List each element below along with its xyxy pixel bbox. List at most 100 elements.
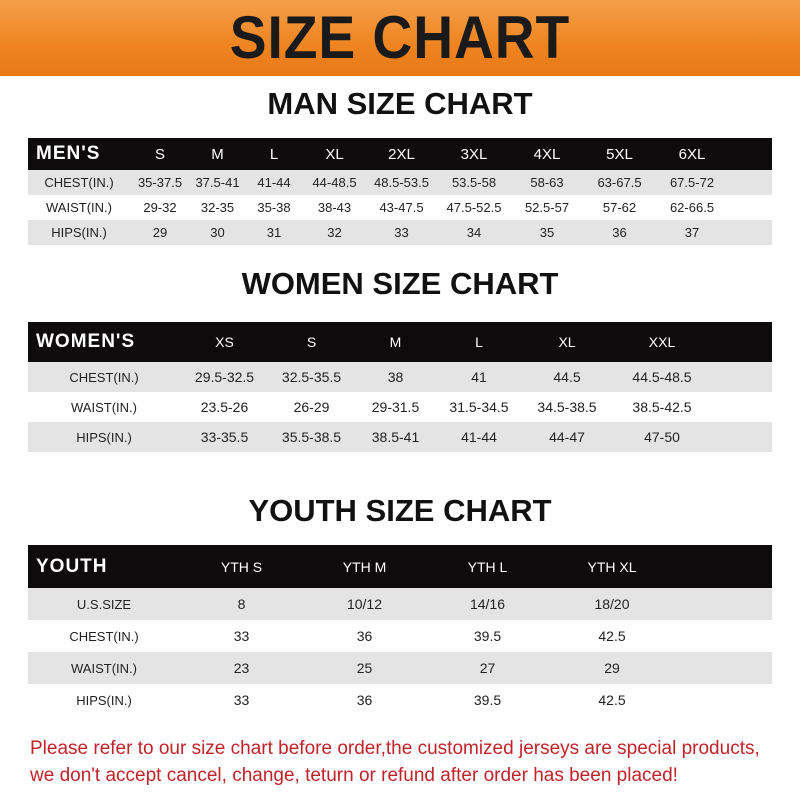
table-cell: 29.5-32.5	[194, 369, 255, 385]
table-cell: 44.5-48.5	[632, 369, 692, 385]
table-cell: 38-43	[317, 200, 352, 215]
table-row: CHEST(IN.) 35-37.5 37.5-41 41-44 44-48.5 48.5…	[28, 170, 772, 195]
table-cell: 43-47.5	[379, 200, 424, 215]
row-label: HIPS(IN.)	[76, 429, 132, 445]
table-cell: 38.5-41	[371, 429, 420, 445]
table-cell: 27	[479, 660, 496, 676]
youth-size-table: YOUTH YTH S YTH M YTH L YTH XL U.S.SIZE 8 10/12…	[28, 545, 772, 716]
table-cell: 58-63	[530, 175, 564, 190]
table-cell: XL	[558, 334, 576, 350]
table-row: HIPS(IN.) 29 30 31 32 33 34 35 36 37	[28, 220, 772, 245]
table-cell: S	[154, 145, 165, 163]
men-chart-title: MAN SIZE CHART	[267, 86, 533, 121]
table-cell: 38	[387, 369, 404, 385]
table-cell: 36	[356, 692, 373, 708]
table-row: CHEST(IN.) 33 36 39.5 42.5	[28, 620, 772, 652]
table-row: HIPS(IN.) 33 36 39.5 42.5	[28, 684, 772, 716]
table-cell: 30	[210, 225, 225, 240]
table-cell: 34.5-38.5	[537, 399, 597, 415]
row-label: WAIST(IN.)	[46, 200, 112, 215]
order-notice: Please refer to our size chart before or…	[30, 735, 790, 789]
banner-title: SIZE CHART	[229, 4, 571, 71]
table-cell: 33	[233, 628, 250, 644]
table-cell: 29	[152, 225, 168, 240]
table-cell: 39.5	[473, 692, 502, 708]
row-label: CHEST(IN.)	[69, 369, 139, 385]
table-row: WAIST(IN.) 23 25 27 29	[28, 652, 772, 684]
table-cell: 29	[604, 660, 620, 676]
table-cell: L	[475, 334, 483, 350]
table-cell: S	[306, 334, 317, 350]
table-cell: 33-35.5	[200, 429, 249, 445]
notice-line-2: we don't accept cancel, change, teturn o…	[30, 765, 678, 786]
table-cell: 33	[233, 692, 250, 708]
table-cell: 42.5	[598, 692, 626, 708]
table-cell: 37	[684, 225, 700, 240]
table-cell: 8	[237, 596, 246, 612]
women-chart-title: WOMEN SIZE CHART	[241, 266, 559, 301]
table-header-row: WOMEN'S XS S M L XL XXL	[28, 322, 772, 362]
row-label: U.S.SIZE	[76, 596, 132, 612]
table-cell: YTH XL	[587, 558, 637, 575]
table-cell: 34	[466, 225, 482, 240]
table-row: CHEST(IN.) 29.5-32.5 32.5-35.5 38 41 44.5 44.5…	[28, 362, 772, 392]
table-cell: 31	[266, 225, 282, 240]
table-cell: 32	[327, 225, 342, 240]
table-cell: 44.5	[553, 369, 581, 385]
table-cell: 35-37.5	[137, 175, 183, 190]
table-cell: 2XL	[388, 145, 415, 163]
table-cell: 33	[394, 225, 409, 240]
table-cell: 32.5-35.5	[281, 369, 342, 385]
table-cell: 39.5	[473, 628, 502, 644]
table-cell: 63-67.5	[597, 175, 642, 190]
row-label: WOMEN'S	[36, 331, 136, 352]
table-cell: 42.5	[598, 628, 626, 644]
table-cell: 25	[356, 660, 373, 676]
row-label: WAIST(IN.)	[71, 660, 137, 676]
table-cell: 36	[356, 628, 373, 644]
table-cell: 31.5-34.5	[449, 399, 509, 415]
table-cell: 41-44	[257, 175, 291, 190]
youth-chart-title: YOUTH SIZE CHART	[248, 493, 552, 528]
table-cell: 35-38	[257, 200, 291, 215]
row-label: CHEST(IN.)	[69, 628, 139, 644]
table-row: U.S.SIZE 8 10/12 14/16 18/20	[28, 588, 772, 620]
table-cell: 41-44	[461, 429, 497, 445]
table-header-row: MEN'S S M L XL 2XL 3XL 4XL 5XL 6XL	[28, 138, 772, 170]
table-cell: 4XL	[533, 145, 561, 163]
table-header-row: YOUTH YTH S YTH M YTH L YTH XL	[28, 545, 772, 588]
table-cell: XXL	[648, 334, 676, 350]
table-cell: 29-31.5	[371, 399, 420, 415]
table-cell: 44-47	[549, 429, 585, 445]
table-cell: 18/20	[594, 596, 630, 612]
table-cell: 26-29	[293, 399, 330, 415]
table-cell: 3XL	[460, 145, 488, 163]
row-label: MEN'S	[36, 143, 101, 164]
table-cell: 35.5-38.5	[281, 429, 342, 445]
table-cell: YTH S	[220, 558, 263, 575]
table-cell: 32-35	[200, 200, 235, 215]
table-cell: 57-62	[602, 200, 637, 215]
table-cell: 14/16	[469, 596, 506, 612]
table-cell: 47.5-52.5	[446, 200, 502, 215]
table-cell: 44-48.5	[312, 175, 357, 190]
notice-line-1: Please refer to our size chart before or…	[30, 738, 760, 759]
row-label: HIPS(IN.)	[51, 225, 107, 240]
table-cell: 10/12	[346, 596, 383, 612]
table-cell: YTH M	[342, 558, 387, 575]
table-cell: 67.5-72	[669, 175, 715, 190]
table-cell: 48.5-53.5	[374, 175, 429, 190]
table-cell: YTH L	[467, 558, 508, 575]
table-row: WAIST(IN.) 23.5-26 26-29 29-31.5 31.5-34.5 34…	[28, 392, 772, 422]
table-cell: XS	[215, 334, 234, 350]
table-cell: 35	[539, 225, 555, 240]
table-row: WAIST(IN.) 29-32 32-35 35-38 38-43 43-47.5 47.…	[28, 195, 772, 220]
table-cell: 47-50	[644, 429, 680, 445]
row-label: YOUTH	[36, 555, 108, 577]
table-cell: 29-32	[143, 200, 177, 215]
table-cell: 41	[471, 369, 487, 385]
table-cell: 6XL	[678, 145, 706, 163]
women-size-table: WOMEN'S XS S M L XL XXL CHEST(IN.) 29.5-32.5 32.5…	[28, 322, 772, 452]
table-cell: 37.5-41	[195, 175, 240, 190]
men-size-table: MEN'S S M L XL 2XL 3XL 4XL 5XL 6XL CHEST(IN.) 35-37…	[28, 138, 772, 245]
